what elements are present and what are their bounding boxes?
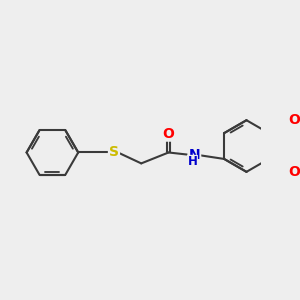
Text: O: O xyxy=(163,127,175,141)
Text: S: S xyxy=(109,146,119,160)
Text: O: O xyxy=(289,113,300,127)
Text: H: H xyxy=(188,155,197,168)
Text: N: N xyxy=(188,148,200,162)
Text: O: O xyxy=(289,165,300,179)
